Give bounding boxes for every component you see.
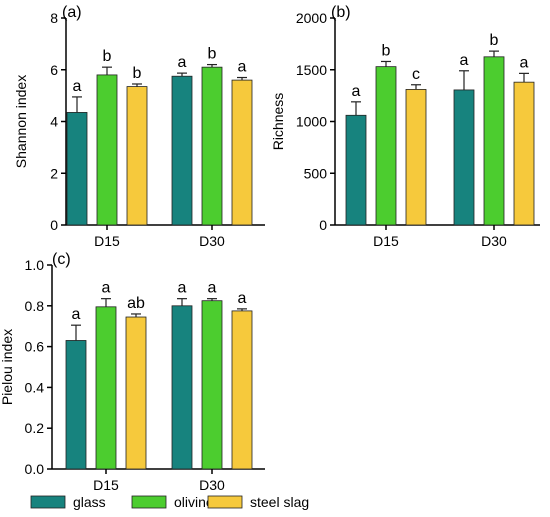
bar-olivine: [201, 300, 223, 470]
significance-letter: b: [208, 46, 217, 63]
y-axis-title: Richness: [270, 93, 286, 151]
panel-label: (a): [62, 4, 82, 21]
bar-glass: [66, 112, 88, 226]
y-tick-label: 0.6: [25, 339, 45, 355]
y-axis-title: Pielou index: [0, 329, 15, 405]
legend-swatch-steel-slag: [207, 495, 243, 509]
bar-steel-slag: [125, 316, 147, 470]
x-tick-label: D30: [199, 477, 225, 493]
y-tick-label: 0: [50, 217, 58, 233]
x-tick-label: D15: [94, 233, 120, 249]
significance-letter: a: [178, 280, 187, 297]
significance-letter: b: [490, 32, 499, 49]
y-tick-label: 2000: [296, 10, 327, 26]
y-tick-label: 0.0: [25, 461, 45, 477]
bar-steel-slag: [126, 86, 148, 226]
bar-olivine: [95, 306, 117, 470]
significance-letter: a: [208, 280, 217, 297]
bar-steel-slag: [405, 89, 427, 226]
legend-swatch-glass: [30, 495, 66, 509]
bar-steel-slag: [231, 310, 253, 470]
bar-glass: [171, 75, 193, 226]
bar-glass: [65, 340, 87, 470]
significance-letter: a: [460, 52, 469, 69]
y-tick-label: 8: [50, 10, 58, 26]
significance-letter: a: [238, 59, 247, 76]
x-tick-label: D30: [481, 233, 507, 249]
y-axis-title: Shannon index: [13, 75, 29, 168]
y-tick-label: 0.8: [25, 298, 45, 314]
y-tick-label: 1000: [296, 114, 327, 130]
x-tick-label: D15: [373, 233, 399, 249]
y-tick-label: 4: [50, 114, 58, 130]
panel-label: (c): [52, 251, 71, 268]
legend-label: glass: [73, 494, 106, 510]
bar-steel-slag: [513, 81, 535, 226]
legend-label: olivine: [174, 494, 214, 510]
y-tick-label: 2: [50, 165, 58, 181]
significance-letter: b: [382, 42, 391, 59]
bar-olivine: [201, 66, 223, 226]
legend-swatch-olivine: [131, 495, 167, 509]
x-tick-label: D15: [93, 477, 119, 493]
y-tick-label: 1.0: [25, 257, 45, 273]
y-tick-label: 0: [319, 217, 327, 233]
bar-glass: [345, 114, 367, 226]
y-tick-label: 0.2: [25, 420, 45, 436]
bar-olivine: [375, 66, 397, 226]
significance-letter: a: [102, 280, 111, 297]
significance-letter: b: [103, 48, 112, 65]
bar-glass: [453, 89, 475, 226]
bar-olivine: [96, 74, 118, 226]
y-tick-label: 500: [304, 165, 328, 181]
significance-letter: ab: [127, 295, 145, 312]
significance-letter: b: [133, 65, 142, 82]
y-tick-label: 6: [50, 62, 58, 78]
significance-letter: a: [520, 54, 529, 71]
bar-glass: [171, 305, 193, 470]
panel-label: (b): [331, 4, 351, 21]
significance-letter: a: [178, 54, 187, 71]
y-tick-label: 1500: [296, 62, 327, 78]
significance-letter: c: [412, 66, 420, 83]
bar-steel-slag: [231, 79, 253, 226]
significance-letter: a: [72, 306, 81, 323]
significance-letter: a: [238, 290, 247, 307]
significance-letter: a: [73, 78, 82, 95]
legend-label: steel slag: [250, 494, 309, 510]
bar-olivine: [483, 56, 505, 226]
significance-letter: a: [352, 83, 361, 100]
x-tick-label: D30: [199, 233, 225, 249]
y-tick-label: 0.4: [25, 379, 45, 395]
